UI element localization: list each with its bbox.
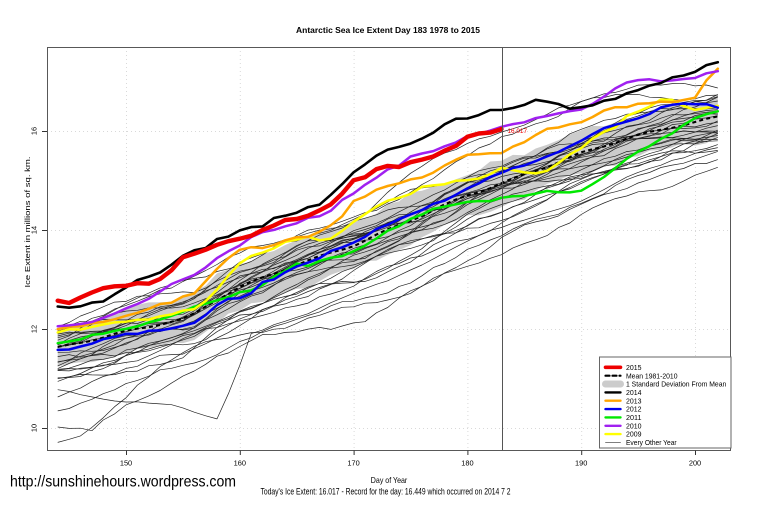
svg-text:Ice Extent in millions of sq.: Ice Extent in millions of sq. km. [23, 157, 32, 288]
svg-text:2011: 2011 [626, 413, 642, 422]
svg-text:Every Other Year: Every Other Year [626, 438, 677, 447]
svg-text:12: 12 [30, 325, 39, 333]
svg-text:16: 16 [30, 127, 39, 135]
svg-text:14: 14 [30, 226, 39, 234]
svg-text:2015: 2015 [626, 363, 642, 372]
svg-text:2012: 2012 [626, 405, 642, 414]
svg-text:http://sunshinehours.wordpress: http://sunshinehours.wordpress.com [10, 474, 236, 491]
svg-text:Today's Ice Extent: 16.017 -: Today's Ice Extent: 16.017 - Record for … [261, 487, 511, 497]
svg-text:150: 150 [120, 459, 132, 468]
svg-text:190: 190 [575, 459, 587, 468]
svg-text:2014: 2014 [626, 388, 642, 397]
svg-text:Mean 1981-2010: Mean 1981-2010 [626, 371, 678, 380]
svg-text:Antarctic Sea Ice Extent Day 1: Antarctic Sea Ice Extent Day 183 1978 to… [296, 25, 480, 35]
svg-text:10: 10 [30, 424, 39, 432]
svg-text:200: 200 [689, 459, 701, 468]
svg-text:2010: 2010 [626, 421, 642, 430]
svg-text:2009: 2009 [626, 430, 642, 439]
svg-text:16.017: 16.017 [508, 128, 528, 135]
svg-text:2013: 2013 [626, 396, 642, 405]
svg-text:170: 170 [347, 459, 359, 468]
svg-text:1 Standard Deviation From Mean: 1 Standard Deviation From Mean [626, 380, 726, 389]
svg-text:180: 180 [461, 459, 473, 468]
svg-text:Day of Year: Day of Year [371, 476, 408, 485]
svg-text:160: 160 [234, 459, 246, 468]
